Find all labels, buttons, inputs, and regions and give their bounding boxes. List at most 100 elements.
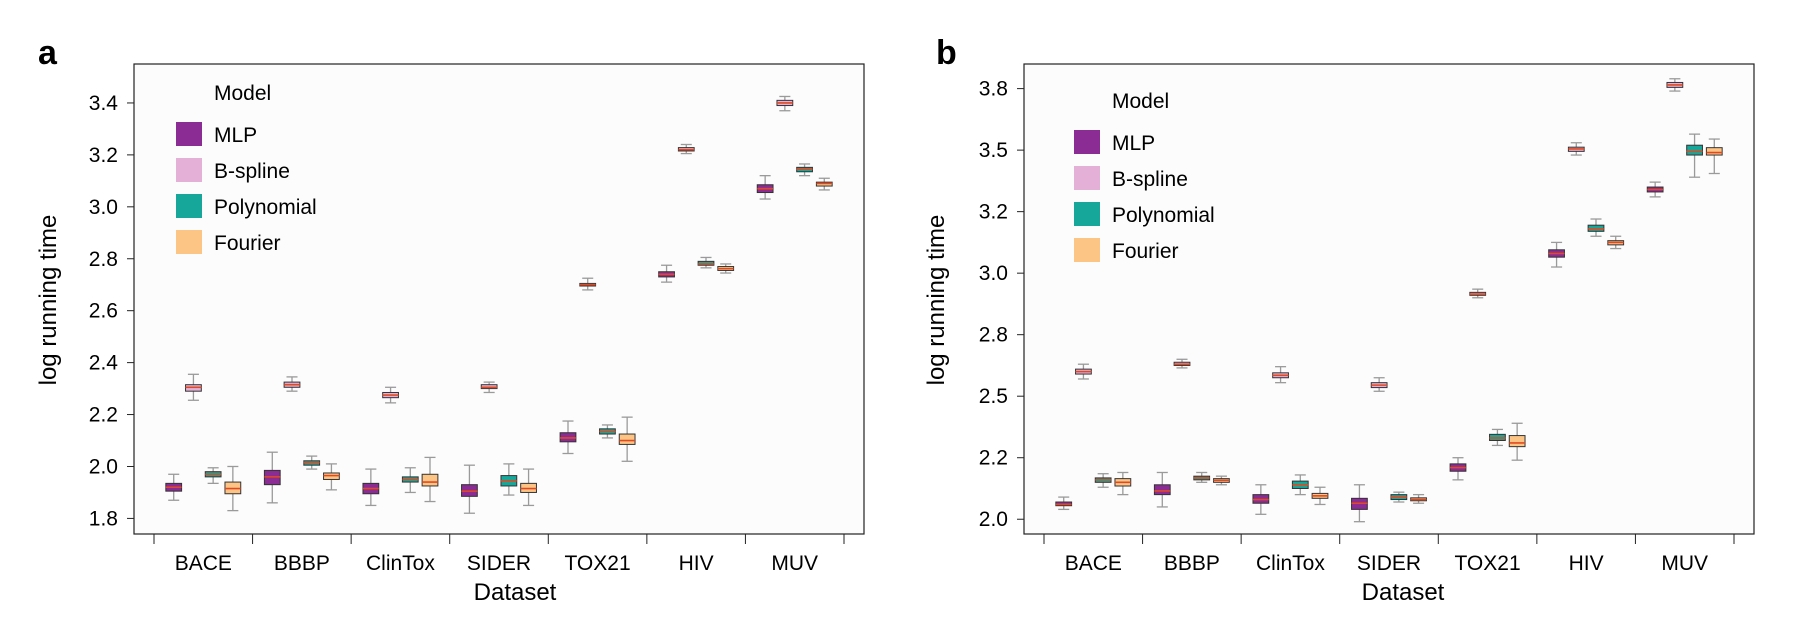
box-fourier-bbbp — [1213, 475, 1230, 486]
box-polynomial-clintox — [401, 467, 419, 494]
box-bspline-sider — [1370, 377, 1388, 392]
box-mlp-sider — [461, 464, 478, 514]
legend-swatch — [1074, 130, 1100, 154]
box-polynomial-sider — [1390, 491, 1408, 503]
box-bspline-bace — [185, 373, 202, 401]
panel-b-boxes — [1055, 78, 1723, 523]
y-tick-label: 3.2 — [89, 144, 118, 167]
legend-entry: Fourier — [214, 232, 281, 255]
x-tick-label: BACE — [175, 552, 232, 575]
box-body — [618, 433, 636, 445]
box-bspline-tox21 — [579, 277, 597, 291]
legend-swatch — [1074, 166, 1100, 190]
x-tick-label: HIV — [679, 552, 714, 575]
box-fourier-sider — [520, 468, 537, 507]
y-tick-label: 2.5 — [979, 385, 1008, 408]
panel-a-y-axis-title: log running time — [35, 215, 62, 386]
legend-swatch — [176, 122, 202, 146]
box-mlp-clintox — [362, 468, 380, 507]
box-polynomial-tox21 — [1489, 428, 1506, 447]
box-polynomial-bbbp — [1193, 471, 1211, 483]
box-body — [1153, 484, 1171, 496]
box-polynomial-clintox — [1291, 474, 1309, 496]
x-tick-label: TOX21 — [564, 552, 630, 575]
box-bspline-tox21 — [1469, 288, 1487, 299]
y-tick-label: 3.2 — [979, 201, 1008, 224]
x-tick-label: MUV — [1661, 552, 1708, 575]
box-body — [1705, 147, 1723, 156]
box-bspline-bace — [1075, 363, 1092, 380]
box-bspline-bbbp — [1173, 358, 1191, 369]
box-mlp-tox21 — [1449, 457, 1467, 481]
legend-swatch — [1074, 202, 1100, 226]
box-body — [1686, 144, 1703, 156]
box-mlp-hiv — [658, 264, 675, 283]
box-fourier-sider — [1410, 493, 1427, 504]
panel-a-label: a — [38, 34, 58, 72]
legend-entry: MLP — [214, 124, 257, 147]
y-tick-label: 2.8 — [979, 324, 1008, 347]
x-tick-label: HIV — [1569, 552, 1604, 575]
y-tick-label: 2.2 — [979, 447, 1008, 470]
box-polynomial-bace — [1094, 473, 1112, 488]
panel-a-y-axis: 1.8 2.0 2.2 2.4 2.6 2.8 3.0 3.2 3.4 — [89, 92, 134, 530]
box-polynomial-sider — [500, 463, 518, 496]
y-tick-label: 2.0 — [89, 455, 118, 478]
box-polynomial-hiv — [1587, 218, 1605, 237]
y-tick-label: 2.8 — [89, 248, 118, 271]
legend-entry: B-spline — [1112, 168, 1188, 191]
box-mlp-hiv — [1548, 241, 1565, 268]
y-tick-label: 3.0 — [979, 262, 1008, 285]
panel-a: a 1.8 2.0 2.2 2.4 2.6 2.8 3.0 3.2 3.4 BACE BBBP Cl… — [35, 34, 865, 606]
panel-a-x-axis: BACE BBBP ClinTox SIDER TOX21 HIV MUV — [153, 534, 845, 575]
legend-title: Model — [1112, 90, 1169, 113]
box-fourier-tox21 — [618, 416, 636, 462]
box-body — [421, 473, 439, 487]
box-bspline-hiv — [1567, 142, 1585, 156]
box-fourier-bace — [1114, 471, 1132, 496]
legend-entry: MLP — [1112, 132, 1155, 155]
box-body — [1508, 435, 1526, 448]
box-mlp-bace — [1055, 496, 1073, 511]
box-bspline-muv — [1666, 78, 1684, 92]
box-fourier-tox21 — [1508, 422, 1526, 461]
box-mlp-bbbp — [1153, 471, 1171, 508]
box-fourier-clintox — [421, 456, 439, 503]
x-tick-label: ClinTox — [1256, 552, 1325, 575]
x-tick-label: TOX21 — [1454, 552, 1520, 575]
y-tick-label: 3.5 — [979, 139, 1008, 162]
box-mlp-muv — [1646, 181, 1664, 198]
box-bspline-muv — [776, 95, 794, 112]
legend-title: Model — [214, 82, 271, 105]
y-tick-label: 2.4 — [89, 352, 119, 375]
box-mlp-sider — [1351, 484, 1368, 523]
y-tick-label: 2.0 — [979, 508, 1008, 531]
box-bspline-clintox — [382, 386, 399, 404]
box-mlp-bace — [165, 473, 183, 501]
box-polynomial-bace — [204, 467, 222, 485]
legend-swatch — [176, 230, 202, 254]
box-polynomial-hiv — [697, 256, 715, 269]
x-tick-label: MUV — [771, 552, 818, 575]
legend-swatch — [176, 158, 202, 182]
x-tick-label: BBBP — [1164, 552, 1220, 575]
box-fourier-bace — [224, 465, 242, 512]
box-fourier-muv — [1705, 138, 1723, 175]
box-mlp-muv — [756, 175, 774, 200]
panel-a-boxes — [165, 95, 833, 514]
box-mlp-clintox — [1252, 484, 1270, 515]
x-tick-label: BBBP — [274, 552, 330, 575]
box-polynomial-muv — [796, 163, 813, 177]
panel-b: b 2.0 2.2 2.5 2.8 3.0 3.2 3.5 3.8 BACE BBBP ClinT… — [923, 34, 1755, 606]
box-bspline-hiv — [677, 143, 695, 155]
panel-b-x-axis-title: Dataset — [1362, 579, 1445, 606]
panel-b-legend: Model MLP B-spline Polynomial Fourier — [1074, 90, 1215, 263]
panel-b-x-axis: BACE BBBP ClinTox SIDER TOX21 HIV MUV — [1043, 534, 1735, 575]
panel-a-x-axis-title: Dataset — [474, 579, 557, 606]
panel-a-legend: Model MLP B-spline Polynomial Fourier — [176, 82, 317, 255]
y-tick-label: 2.2 — [89, 404, 118, 427]
y-tick-label: 1.8 — [89, 507, 118, 530]
y-tick-label: 2.6 — [89, 300, 118, 323]
legend-swatch — [176, 194, 202, 218]
